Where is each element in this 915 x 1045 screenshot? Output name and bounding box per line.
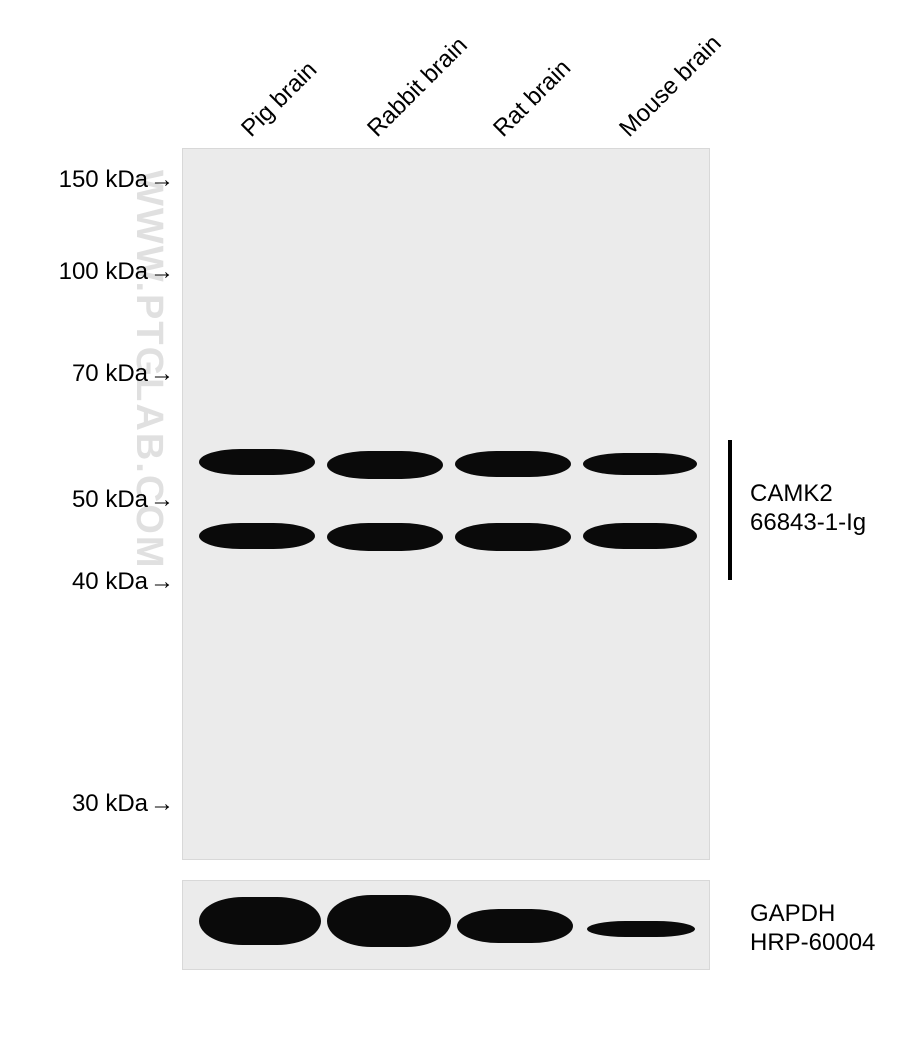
band-gapdh — [587, 921, 695, 937]
arrow-icon: → — [150, 166, 174, 194]
marker-text: 30 kDa — [72, 790, 148, 817]
band-camk2-lower — [199, 523, 315, 549]
lane-label: Mouse brain — [614, 30, 727, 143]
lane-label: Rabbit brain — [362, 32, 473, 143]
band-gapdh — [327, 895, 451, 947]
antibody-name: GAPDH — [750, 900, 875, 929]
band-camk2-lower — [327, 523, 443, 551]
band-bracket — [728, 440, 732, 580]
band-camk2-upper — [199, 449, 315, 475]
marker-label: 30 kDa→ — [48, 790, 174, 818]
antibody-name: CAMK2 — [750, 480, 866, 509]
western-blot-figure: WWW.PTGLAB.COM Pig brain Rabbit brain Ra… — [0, 0, 915, 1045]
marker-label: 40 kDa→ — [48, 568, 174, 596]
marker-label: 100 kDa→ — [34, 258, 174, 286]
band-camk2-upper — [327, 451, 443, 479]
band-camk2-upper — [455, 451, 571, 477]
loading-blot-panel — [182, 880, 710, 970]
arrow-icon: → — [150, 568, 174, 596]
main-blot-panel — [182, 148, 710, 860]
band-gapdh — [457, 909, 573, 943]
marker-label: 50 kDa→ — [48, 486, 174, 514]
marker-label: 70 kDa→ — [48, 360, 174, 388]
marker-text: 40 kDa — [72, 568, 148, 595]
marker-label: 150 kDa→ — [34, 166, 174, 194]
marker-text: 100 kDa — [59, 258, 148, 285]
antibody-label: CAMK2 66843-1-Ig — [750, 480, 866, 538]
antibody-catalog: 66843-1-Ig — [750, 509, 866, 538]
arrow-icon: → — [150, 258, 174, 286]
lane-label: Pig brain — [236, 56, 323, 143]
arrow-icon: → — [150, 790, 174, 818]
band-camk2-lower — [583, 523, 697, 549]
antibody-label: GAPDH HRP-60004 — [750, 900, 875, 958]
marker-text: 70 kDa — [72, 360, 148, 387]
band-camk2-upper — [583, 453, 697, 475]
antibody-catalog: HRP-60004 — [750, 929, 875, 958]
marker-text: 150 kDa — [59, 166, 148, 193]
band-camk2-lower — [455, 523, 571, 551]
marker-text: 50 kDa — [72, 486, 148, 513]
band-gapdh — [199, 897, 321, 945]
arrow-icon: → — [150, 360, 174, 388]
arrow-icon: → — [150, 486, 174, 514]
lane-label: Rat brain — [488, 54, 577, 143]
